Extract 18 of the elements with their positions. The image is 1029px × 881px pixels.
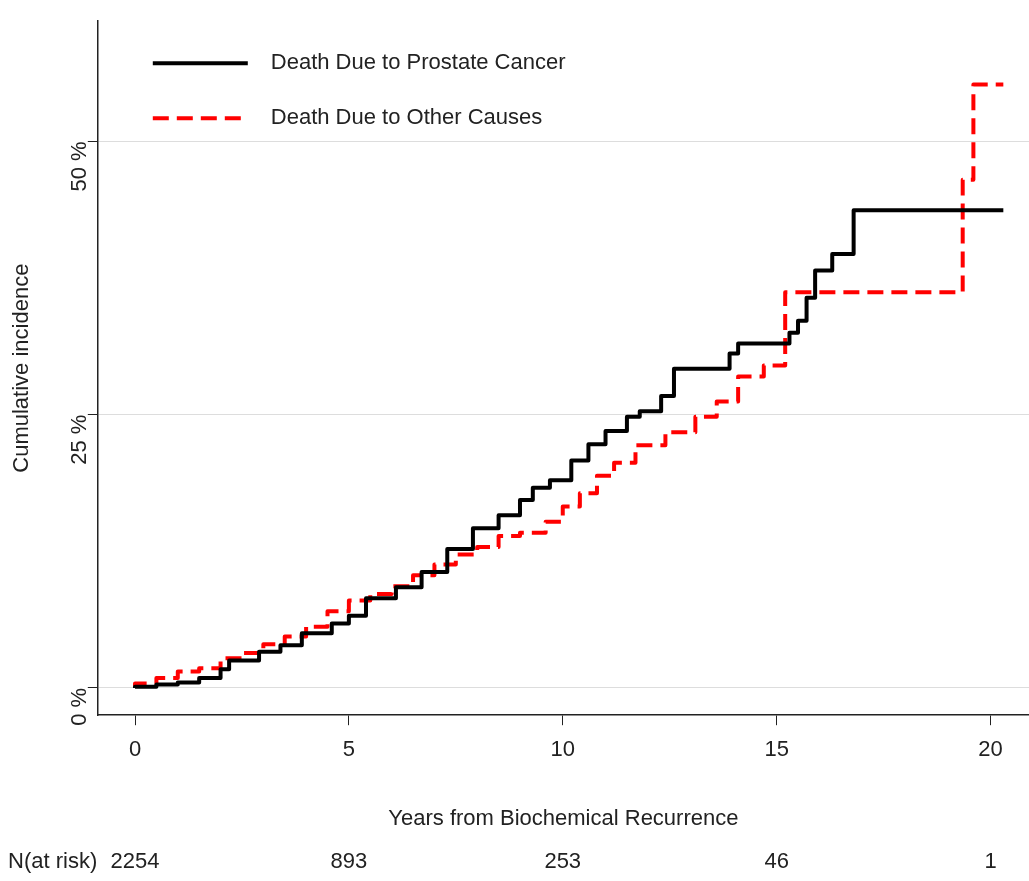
x-axis-title: Years from Biochemical Recurrence [388, 804, 739, 830]
y-tick-label: 25 % [65, 414, 91, 465]
legend-label: Death Due to Prostate Cancer [270, 49, 566, 75]
x-tick-label: 0 [128, 736, 142, 762]
text: 46 [764, 848, 789, 874]
y-axis-title: Cumulative incidence [8, 263, 34, 473]
x-tick-label: 10 [550, 736, 575, 762]
legend-label: Death Due to Other Causes [270, 104, 543, 130]
text: 253 [544, 848, 582, 874]
x-tick-label: 15 [764, 736, 789, 762]
text: 893 [330, 848, 368, 874]
x-tick-label: 5 [342, 736, 356, 762]
y-tick-label: 0 % [65, 687, 91, 726]
text: N(at risk) [8, 848, 98, 874]
x-tick-label: 20 [978, 736, 1003, 762]
text: 2254 [110, 848, 160, 874]
y-tick-label: 50 % [65, 141, 91, 192]
text: 1 [984, 848, 997, 874]
